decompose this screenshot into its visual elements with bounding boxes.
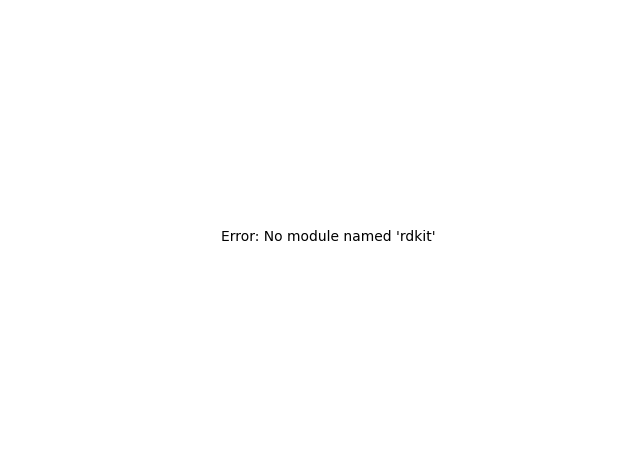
Text: Error: No module named 'rdkit': Error: No module named 'rdkit' [221, 230, 435, 244]
